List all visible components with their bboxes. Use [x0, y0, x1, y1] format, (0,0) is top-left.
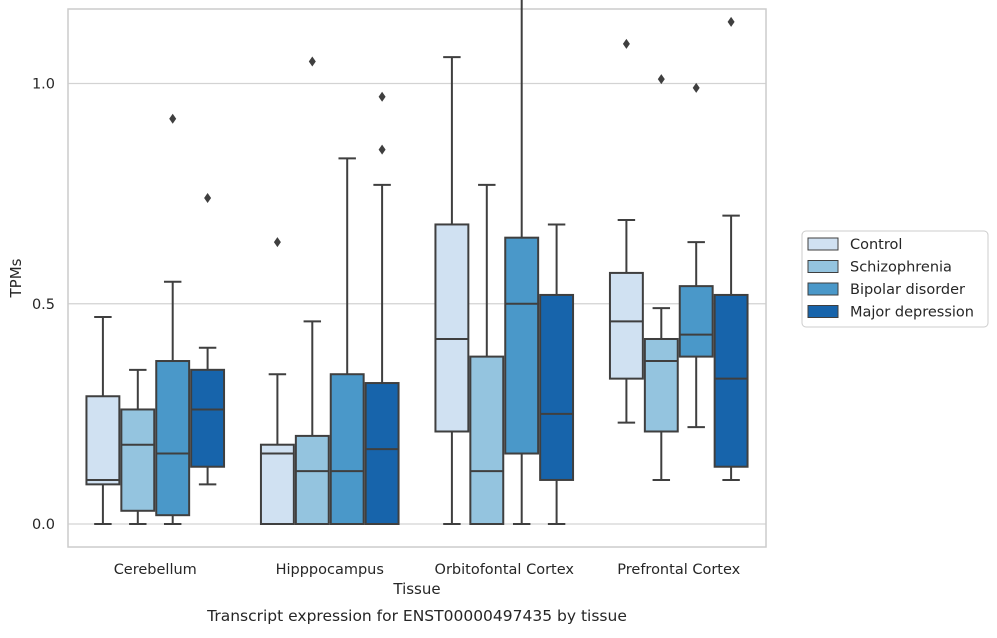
outlier-point — [692, 82, 700, 93]
box-bipolar-disorder — [155, 113, 191, 525]
box-major-depression — [713, 16, 749, 481]
outlier-point — [378, 144, 386, 155]
box-iqr — [713, 293, 749, 468]
y-tick-label: 1.0 — [32, 77, 55, 93]
box-iqr — [259, 443, 295, 525]
box-iqr — [643, 337, 679, 433]
box-major-depression — [190, 193, 226, 486]
legend-swatch — [807, 305, 839, 318]
outlier-point — [378, 91, 386, 102]
box-iqr — [504, 236, 540, 455]
outlier-point — [308, 56, 316, 67]
box-iqr — [190, 368, 226, 468]
legend-swatch — [807, 260, 839, 273]
outlier-point — [273, 237, 281, 248]
outlier-point — [204, 193, 212, 204]
legend-label: Control — [850, 237, 902, 253]
legend-swatch — [807, 282, 839, 296]
box-series — [85, 0, 749, 526]
legend-frame — [801, 230, 989, 328]
legend-swatch — [807, 237, 839, 251]
box-control — [608, 38, 644, 424]
plot-area-frame — [67, 8, 767, 548]
legend: Control Schizophrenia Bipolar disorder Majo… — [801, 230, 989, 328]
legend-label: Major depression — [850, 305, 974, 321]
box-iqr — [329, 373, 365, 526]
x-axis-label: Tissue — [392, 580, 440, 598]
box-schizophrenia — [643, 74, 679, 481]
y-tick-label: 0.0 — [32, 517, 55, 533]
outlier-point — [657, 74, 665, 85]
box-iqr — [539, 293, 575, 481]
box-schizophrenia — [120, 368, 156, 525]
x-tick-label: Prefrontal Cortex — [617, 562, 740, 578]
box-iqr — [364, 382, 400, 526]
box-iqr — [434, 223, 470, 433]
legend-items: Control Schizophrenia Bipolar disorder Majo… — [807, 237, 974, 321]
chart-title: Transcript expression for ENST0000049743… — [206, 607, 627, 625]
box-iqr — [120, 408, 156, 512]
box-iqr — [469, 355, 505, 525]
x-tick-label: Hipppocampus — [276, 562, 384, 578]
outlier-point — [622, 38, 630, 49]
box-iqr — [155, 360, 191, 517]
box-bipolar-disorder — [329, 157, 365, 526]
box-control — [434, 56, 470, 525]
box-iqr — [608, 271, 644, 380]
box-iqr — [85, 395, 121, 486]
outlier-point — [169, 113, 177, 124]
outlier-point — [727, 16, 735, 27]
y-axis-label: TPMs — [7, 258, 25, 298]
box-control — [259, 237, 295, 525]
box-major-depression — [539, 223, 575, 525]
box-schizophrenia — [469, 183, 505, 525]
box-schizophrenia — [294, 56, 330, 525]
y-tick-label: 0.5 — [32, 297, 55, 313]
legend-label: Schizophrenia — [850, 260, 952, 276]
legend-label: Bipolar disorder — [850, 282, 965, 298]
y-axis-ticks: 0.00.51.01.52.0 — [32, 77, 55, 534]
x-tick-label: Orbitofontal Cortex — [435, 562, 575, 578]
box-bipolar-disorder — [678, 82, 714, 429]
box-control — [85, 315, 121, 525]
box-iqr — [294, 434, 330, 525]
box-bipolar-disorder — [504, 0, 540, 525]
gridlines — [68, 82, 766, 525]
x-axis-ticks: Cerebellum Hipppocampus Orbitofontal Corte… — [114, 562, 741, 578]
box-major-depression — [364, 91, 400, 526]
box-iqr — [678, 285, 714, 358]
x-tick-label: Cerebellum — [114, 562, 197, 578]
